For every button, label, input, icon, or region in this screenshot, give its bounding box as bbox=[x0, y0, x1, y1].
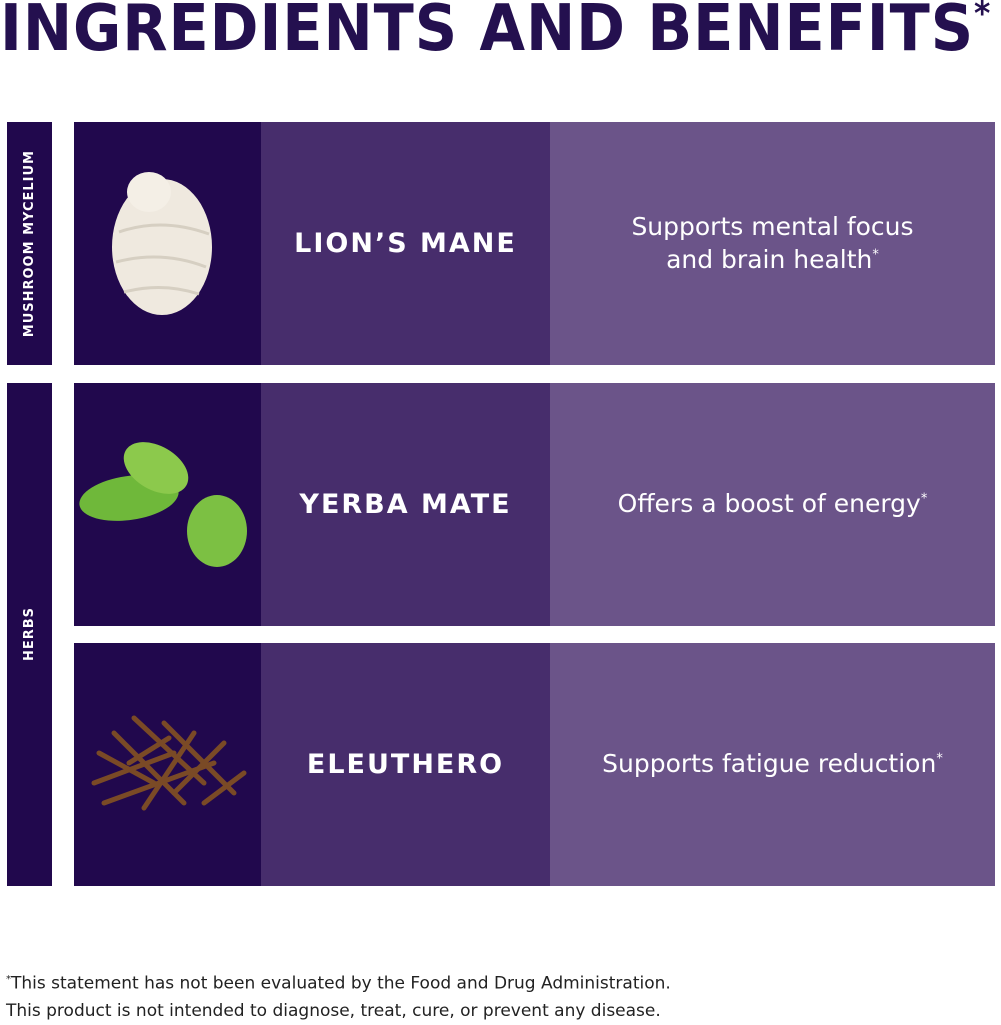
disclaimer-line: This statement has not been evaluated by… bbox=[11, 973, 671, 994]
ingredient-name: YERBA MATE bbox=[261, 383, 550, 626]
eleuthero-image bbox=[74, 643, 261, 886]
page-title: INGREDIENTS AND BENEFITS* bbox=[0, 0, 991, 66]
title-asterisk: * bbox=[974, 0, 992, 34]
ingredient-name: ELEUTHERO bbox=[261, 643, 550, 886]
benefit-asterisk: * bbox=[920, 491, 928, 507]
disclaimer: *This statement has not been evaluated b… bbox=[6, 966, 671, 1025]
benefit-asterisk: * bbox=[872, 247, 879, 263]
footnote-asterisk: * bbox=[6, 974, 11, 985]
category-mushroom-mycelium: MUSHROOM MYCELIUM bbox=[7, 122, 52, 365]
ingredient-row-lions-mane: LION’S MANE Supports mental focus and bra… bbox=[74, 122, 995, 365]
ingredient-name: LION’S MANE bbox=[261, 122, 550, 365]
lions-mane-image bbox=[74, 122, 261, 365]
ingredient-row-yerba-mate: YERBA MATE Offers a boost of energy* bbox=[74, 383, 995, 626]
ingredient-benefit: Supports fatigue reduction* bbox=[550, 643, 995, 886]
ingredient-benefit: Supports mental focus and brain health* bbox=[550, 122, 995, 365]
benefit-asterisk: * bbox=[936, 751, 943, 767]
category-label: MUSHROOM MYCELIUM bbox=[22, 149, 37, 338]
title-text: INGREDIENTS AND BENEFITS bbox=[0, 0, 975, 66]
benefit-line: Offers a boost of energy bbox=[617, 489, 921, 519]
benefit-line: and brain health bbox=[666, 244, 873, 274]
category-label: HERBS bbox=[22, 607, 37, 662]
disclaimer-line: This product is not intended to diagnose… bbox=[6, 1000, 661, 1021]
ingredient-row-eleuthero: ELEUTHERO Supports fatigue reduction* bbox=[74, 643, 995, 886]
benefit-line: Supports mental focus bbox=[631, 212, 914, 241]
yerba-mate-image bbox=[74, 383, 261, 626]
ingredient-benefit: Offers a boost of energy* bbox=[550, 383, 995, 626]
category-herbs: HERBS bbox=[7, 383, 52, 886]
benefit-line: Supports fatigue reduction bbox=[602, 749, 937, 779]
